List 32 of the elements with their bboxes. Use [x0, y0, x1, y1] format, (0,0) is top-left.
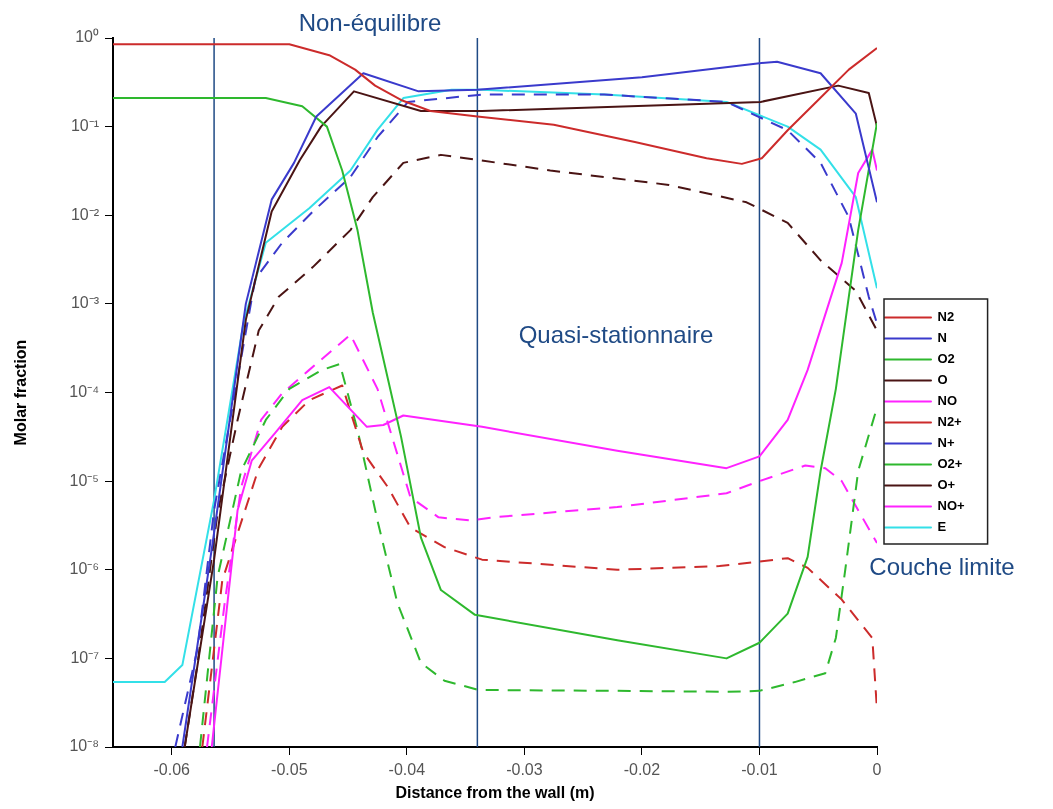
legend-label: N+	[937, 435, 955, 451]
x-tick-label: -0.03	[506, 761, 543, 779]
y-tick-label: 10⁻¹	[70, 117, 99, 135]
x-tick-label: -0.05	[271, 761, 308, 779]
x-axis-title: Distance from the wall (m)	[395, 783, 595, 801]
x-tick-label: 0	[872, 761, 882, 779]
x-tick-label: -0.01	[741, 761, 778, 779]
legend-label: O2+	[937, 456, 963, 472]
legend-label: NO	[937, 393, 957, 409]
x-tick-label: -0.04	[388, 761, 426, 779]
y-tick-label: 10⁻⁴	[69, 382, 100, 400]
y-tick-label: 10⁰	[75, 28, 99, 46]
legend-label: N2+	[937, 414, 963, 430]
x-tick-label: -0.02	[623, 761, 661, 779]
legend-label: N	[937, 330, 947, 346]
y-tick-label: 10⁻²	[70, 205, 100, 223]
y-tick-label: 10⁻⁵	[69, 471, 99, 489]
annotation: Couche limite	[869, 552, 1015, 580]
legend-label: O	[937, 372, 948, 388]
text: Non-équilibre	[298, 8, 442, 36]
y-axis-title: Molar fraction	[12, 339, 30, 446]
legend-label: N2	[937, 309, 955, 325]
legend-label: O2	[937, 351, 955, 367]
legend-label: NO+	[937, 498, 965, 514]
y-tick-label: 10⁻⁸	[69, 737, 99, 755]
annotation: Quasi-stationnaire	[518, 320, 714, 348]
y-tick-label: 10⁻⁶	[69, 560, 99, 578]
x-tick-label: -0.06	[153, 761, 191, 779]
y-tick-label: 10⁻³	[70, 294, 100, 312]
y-tick-label: 10⁻⁷	[70, 648, 100, 666]
legend-label: E	[937, 519, 947, 535]
legend-label: O+	[937, 477, 956, 493]
